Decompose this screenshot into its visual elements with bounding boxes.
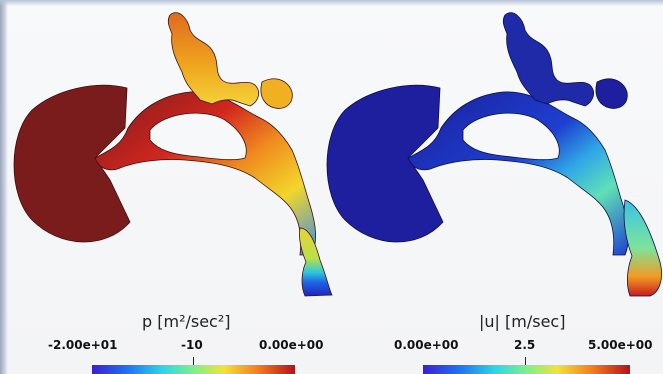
pressure-field: [13, 12, 333, 297]
pressure-islands: [167, 12, 260, 107]
velocity-basin: [326, 84, 444, 243]
pressure-colorbar-title: p [m²/sec²]: [142, 312, 231, 331]
pressure-tick-max: 0.00e+00: [259, 338, 324, 352]
velocity-colorbar-title-text: |u| [m/sec]: [479, 312, 566, 331]
pressure-colorbar-title-text: p [m²/sec²]: [142, 312, 231, 331]
pressure-estuary: [299, 227, 333, 297]
pressure-inner-island: [149, 112, 247, 161]
window-edge-top: [0, 0, 663, 6]
velocity-lake: [595, 78, 628, 109]
velocity-islands: [502, 12, 595, 107]
pressure-basin: [13, 84, 131, 243]
velocity-colorbar: [423, 365, 630, 374]
velocity-tick-max: 5.00e+00: [588, 338, 653, 352]
pressure-tick-mid: -10: [181, 338, 203, 352]
velocity-estuary: [623, 199, 662, 297]
velocity-tickmark-mid: [525, 357, 526, 365]
window-edge-left: [0, 0, 8, 374]
velocity-tick-min: 0.00e+00: [394, 338, 459, 352]
pressure-lake: [260, 78, 293, 109]
velocity-tick-mid: 2.5: [514, 338, 536, 352]
pressure-tickmark-mid: [193, 357, 194, 365]
pressure-colorbar: [92, 365, 295, 374]
velocity-colorbar-title: |u| [m/sec]: [479, 312, 565, 331]
velocity-inner-island: [462, 112, 560, 161]
pressure-tick-min: -2.00e+01: [48, 338, 118, 352]
velocity-field: [326, 12, 662, 297]
